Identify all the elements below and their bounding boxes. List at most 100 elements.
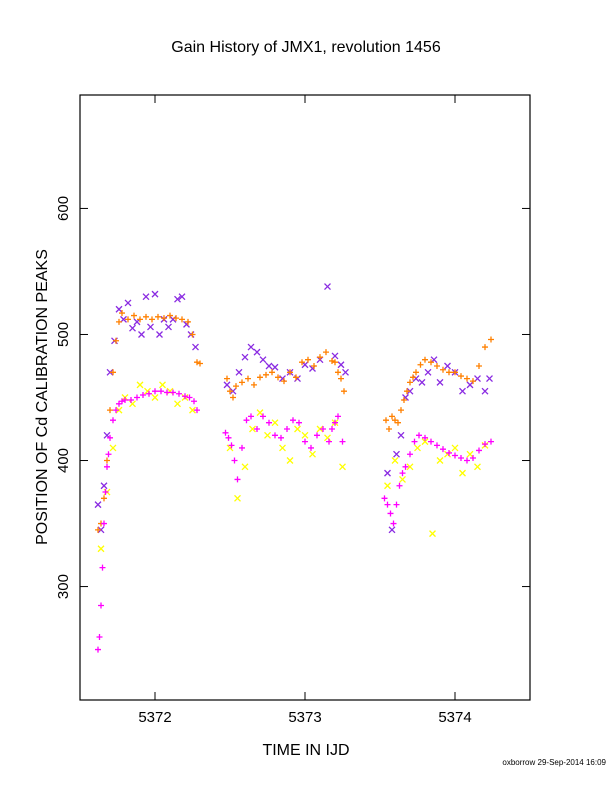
- data-point: [271, 363, 279, 371]
- data-point: [458, 455, 464, 461]
- data-point: [115, 305, 123, 313]
- data-point: [254, 426, 260, 433]
- data-point: [436, 457, 444, 464]
- data-point: [299, 359, 305, 366]
- data-point: [167, 312, 173, 319]
- data-point: [458, 373, 464, 380]
- data-point: [389, 413, 395, 420]
- data-point: [174, 400, 181, 408]
- data-point: [335, 413, 341, 420]
- y-tick-label: 500: [55, 322, 72, 347]
- data-point: [398, 407, 404, 414]
- data-point: [428, 438, 434, 445]
- data-point: [396, 482, 403, 489]
- data-point: [416, 432, 422, 439]
- data-point: [245, 375, 251, 382]
- data-point: [338, 375, 344, 382]
- data-point: [178, 293, 186, 301]
- data-point: [96, 633, 103, 640]
- data-point: [383, 417, 389, 424]
- data-point: [434, 362, 440, 369]
- data-point: [470, 455, 476, 461]
- data-point: [384, 501, 391, 508]
- data-point: [488, 336, 494, 343]
- data-point: [269, 369, 275, 376]
- data-point: [424, 368, 432, 376]
- data-point: [109, 444, 117, 452]
- data-point: [222, 429, 229, 436]
- data-point: [104, 463, 110, 470]
- data-point: [452, 452, 458, 459]
- data-point: [97, 545, 105, 553]
- data-point: [102, 489, 109, 496]
- data-point: [395, 419, 401, 426]
- data-point: [166, 387, 174, 395]
- data-point: [308, 444, 314, 451]
- data-point: [320, 426, 326, 433]
- data-point: [401, 397, 407, 404]
- data-point: [253, 348, 261, 356]
- data-point: [406, 463, 414, 471]
- data-point: [131, 312, 137, 319]
- data-point: [110, 417, 116, 424]
- data-point: [99, 564, 106, 571]
- data-point: [119, 310, 125, 317]
- data-point: [488, 438, 494, 445]
- data-point: [227, 388, 233, 395]
- data-point: [305, 356, 311, 363]
- data-point: [192, 343, 199, 351]
- data-point: [331, 352, 339, 360]
- data-point: [116, 318, 122, 325]
- data-point: [110, 369, 116, 376]
- data-point: [417, 361, 424, 368]
- data-point: [248, 413, 254, 420]
- data-point: [323, 349, 329, 356]
- data-point: [247, 343, 255, 351]
- data-point: [293, 374, 299, 381]
- data-point: [233, 383, 239, 390]
- data-point: [174, 295, 181, 303]
- data-point: [186, 394, 193, 401]
- data-point: [412, 375, 420, 383]
- data-point: [235, 368, 243, 376]
- y-tick-label: 400: [55, 448, 72, 473]
- data-point: [451, 444, 459, 452]
- data-point: [158, 388, 164, 395]
- x-tick-label: 5372: [138, 709, 171, 726]
- data-point: [142, 293, 150, 301]
- data-point: [113, 407, 119, 414]
- data-point: [271, 419, 279, 427]
- data-point: [434, 442, 440, 449]
- data-point: [100, 482, 108, 490]
- data-point: [384, 469, 391, 477]
- data-point: [176, 390, 182, 397]
- data-point: [251, 381, 257, 388]
- data-point: [225, 434, 232, 441]
- data-point: [146, 390, 152, 397]
- series-3: [95, 388, 494, 653]
- data-point: [155, 313, 161, 320]
- data-point: [411, 438, 418, 445]
- data-point: [129, 324, 136, 332]
- data-point: [386, 426, 392, 433]
- data-point: [309, 450, 316, 458]
- data-point: [413, 369, 419, 376]
- data-point: [159, 381, 166, 389]
- data-point: [161, 315, 167, 322]
- data-point: [182, 393, 188, 400]
- data-point: [317, 354, 323, 361]
- data-point: [481, 387, 489, 395]
- y-axis-label: POSITION OF Cd CALIBRATION PEAKS: [34, 249, 51, 545]
- data-point: [239, 379, 245, 386]
- data-point: [101, 520, 107, 527]
- data-point: [134, 394, 140, 401]
- data-point: [119, 398, 125, 405]
- data-point: [137, 316, 143, 323]
- data-point: [230, 394, 236, 401]
- data-point: [476, 447, 482, 454]
- data-point: [284, 426, 290, 433]
- data-point: [399, 470, 406, 477]
- data-point: [138, 331, 145, 338]
- data-point: [105, 451, 112, 458]
